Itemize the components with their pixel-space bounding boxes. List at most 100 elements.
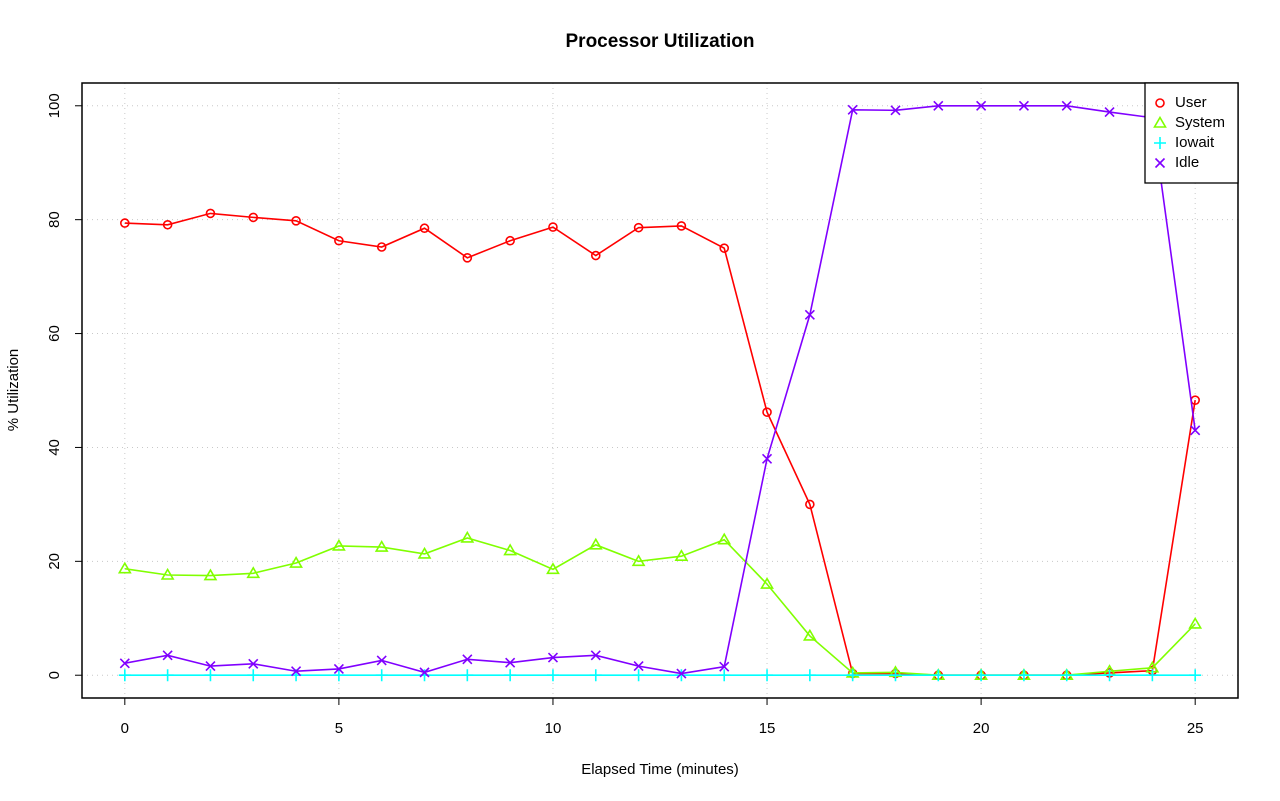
marker (975, 669, 988, 682)
marker (460, 530, 475, 543)
marker (376, 655, 387, 666)
series-line (124, 212, 1196, 677)
marker (1060, 669, 1073, 682)
marker (291, 216, 301, 226)
marker (161, 669, 174, 682)
marker (933, 100, 944, 111)
marker (762, 407, 772, 417)
x-tick-label: 20 (973, 720, 990, 737)
x-tick-label: 25 (1187, 720, 1204, 737)
marker (761, 669, 774, 682)
marker (503, 543, 518, 556)
marker (462, 654, 473, 665)
y-tick-label: 20 (46, 553, 63, 570)
marker (547, 652, 559, 663)
marker (675, 669, 688, 682)
marker (846, 669, 859, 682)
marker (1190, 425, 1201, 436)
marker (248, 212, 259, 223)
x-tick-label: 5 (335, 720, 343, 737)
marker (932, 669, 945, 682)
legend-label: Iowait (1175, 134, 1215, 151)
marker (1061, 100, 1072, 111)
marker (632, 669, 645, 682)
x-tick-label: 10 (545, 720, 562, 737)
chart-title: Processor Utilization (566, 31, 755, 52)
legend-label: System (1175, 114, 1225, 131)
marker (162, 219, 173, 230)
marker (889, 669, 902, 682)
y-tick-label: 0 (46, 671, 63, 679)
marker (760, 577, 774, 589)
marker (417, 546, 432, 559)
marker (120, 218, 130, 228)
marker (976, 100, 987, 111)
marker (291, 666, 302, 677)
marker (633, 661, 644, 672)
marker (590, 650, 601, 661)
marker (1146, 669, 1159, 682)
marker (162, 650, 173, 661)
marker (505, 657, 516, 668)
marker (332, 669, 345, 682)
marker (802, 628, 817, 641)
x-axis-label: Elapsed Time (minutes) (581, 761, 739, 778)
marker (676, 221, 687, 231)
marker (1017, 669, 1030, 682)
y-tick-label: 40 (46, 439, 63, 456)
marker (1103, 669, 1116, 682)
marker (1104, 106, 1115, 118)
marker (588, 537, 603, 550)
marker (247, 669, 260, 682)
y-tick-label: 100 (46, 93, 63, 118)
marker (717, 532, 732, 545)
marker (590, 250, 601, 261)
y-tick-label: 60 (46, 325, 63, 342)
marker (117, 561, 132, 574)
marker (374, 540, 389, 552)
marker (119, 658, 130, 669)
marker (1018, 100, 1029, 111)
marker (633, 222, 644, 233)
marker (718, 669, 731, 682)
marker (847, 104, 858, 115)
y-axis-label: % Utilization (5, 349, 22, 432)
marker (248, 658, 259, 669)
marker (1188, 616, 1203, 629)
marker (546, 562, 560, 575)
legend-marker (1154, 137, 1166, 149)
marker (332, 538, 346, 551)
marker (505, 235, 515, 246)
marker (804, 309, 815, 320)
marker (761, 453, 773, 464)
marker (203, 568, 218, 581)
x-tick-label: 15 (759, 720, 776, 737)
marker (719, 243, 730, 253)
marker (803, 669, 816, 682)
x-tick-label: 0 (121, 720, 129, 737)
marker (419, 223, 430, 234)
legend-marker (1153, 115, 1167, 128)
series-line (124, 537, 1196, 677)
marker (289, 555, 303, 568)
marker (890, 105, 901, 116)
legend-box (1144, 82, 1239, 184)
marker (205, 208, 216, 219)
marker (504, 669, 517, 682)
marker (461, 669, 474, 682)
legend-marker (1154, 157, 1166, 169)
marker (246, 566, 261, 579)
legend-marker (1155, 98, 1165, 108)
marker (376, 242, 387, 252)
marker (676, 668, 687, 679)
marker (589, 669, 602, 682)
marker (160, 567, 175, 580)
marker (548, 222, 558, 232)
marker (805, 499, 815, 510)
marker (674, 549, 689, 562)
plot-frame (81, 82, 1239, 699)
marker (719, 661, 730, 672)
marker (205, 661, 216, 672)
marker (1189, 669, 1202, 682)
